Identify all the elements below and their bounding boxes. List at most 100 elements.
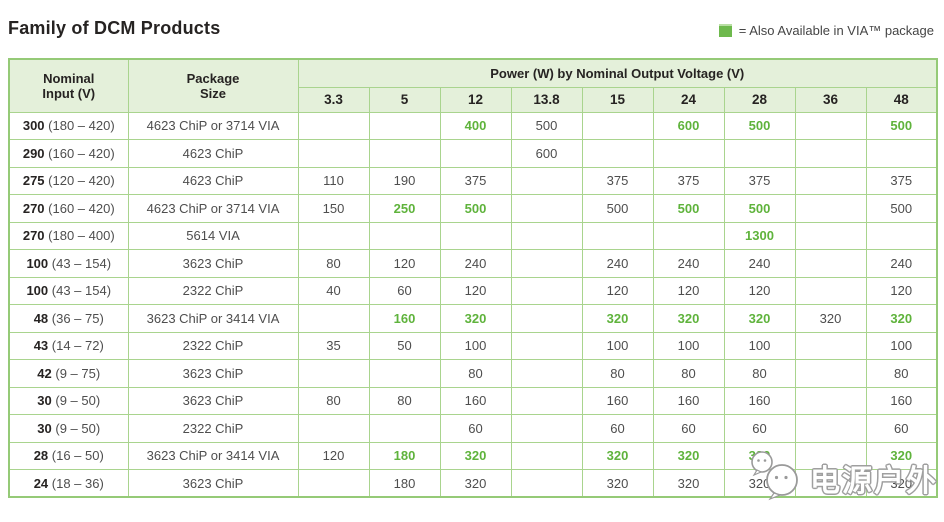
- power-value-cell: 320: [439, 469, 512, 498]
- power-value-cell: [510, 166, 583, 195]
- power-value-cell: [368, 139, 441, 168]
- power-value-cell: [865, 221, 938, 250]
- power-value-cell: [297, 414, 370, 443]
- power-value-cell: 180: [368, 469, 441, 498]
- nominal-input-cell: 100 (43 – 154): [8, 249, 129, 278]
- power-value-cell: 120: [297, 441, 370, 470]
- package-size-header-line2: Size: [199, 85, 226, 101]
- table-row: 30 (9 – 50) 3623 ChiP 80 80 160 160 160 160 160: [8, 386, 938, 415]
- power-value-cell: [297, 221, 370, 250]
- power-value-cell: 240: [581, 249, 654, 278]
- power-value-cell: 320: [723, 441, 796, 470]
- power-value-cell: [297, 359, 370, 388]
- power-value-cell: 120: [439, 276, 512, 305]
- power-value-cell: 120: [723, 276, 796, 305]
- power-value-cell: 100: [581, 331, 654, 360]
- power-value-cell: [510, 441, 583, 470]
- table-body: 300 (180 – 420) 4623 ChiP or 3714 VIA 400 5…: [8, 111, 938, 498]
- power-value-cell: [510, 359, 583, 388]
- power-value-cell: 80: [297, 386, 370, 415]
- power-value-cell: 100: [865, 331, 938, 360]
- table-row: 100 (43 – 154) 2322 ChiP 40 60 120 120 120 120 1…: [8, 276, 938, 305]
- package-size-cell: 3623 ChiP or 3414 VIA: [127, 304, 299, 333]
- power-value-cell: 320: [652, 469, 725, 498]
- power-value-cell: 375: [865, 166, 938, 195]
- power-value-cell: [794, 249, 867, 278]
- power-value-cell: 375: [723, 166, 796, 195]
- power-value-cell: 400: [439, 111, 512, 140]
- legend-label: = Also Available in VIA™ package: [738, 23, 934, 38]
- power-value-cell: 60: [368, 276, 441, 305]
- power-value-cell: 160: [723, 386, 796, 415]
- power-value-cell: 1300: [723, 221, 796, 250]
- nominal-input-cell: 30 (9 – 50): [8, 414, 129, 443]
- power-value-cell: [794, 359, 867, 388]
- table-row: 42 (9 – 75) 3623 ChiP 80 80 80 80 80: [8, 359, 938, 388]
- col-header-voltage-24: 24: [652, 86, 725, 113]
- power-value-cell: 80: [297, 249, 370, 278]
- table-row: 48 (36 – 75) 3623 ChiP or 3414 VIA 160 320 3…: [8, 304, 938, 333]
- power-value-cell: 160: [865, 386, 938, 415]
- power-value-cell: 500: [652, 194, 725, 223]
- power-value-cell: [510, 249, 583, 278]
- power-value-cell: 80: [368, 386, 441, 415]
- power-value-cell: 500: [439, 194, 512, 223]
- power-value-cell: 500: [510, 111, 583, 140]
- nominal-input-cell: 270 (160 – 420): [8, 194, 129, 223]
- power-value-cell: 240: [652, 249, 725, 278]
- power-value-cell: 240: [723, 249, 796, 278]
- power-value-cell: [865, 139, 938, 168]
- power-value-cell: 500: [865, 111, 938, 140]
- power-value-cell: 120: [368, 249, 441, 278]
- col-header-voltage-36: 36: [794, 86, 867, 113]
- power-value-cell: 160: [581, 386, 654, 415]
- table-row: 270 (160 – 420) 4623 ChiP or 3714 VIA 150 2…: [8, 194, 938, 223]
- power-value-cell: 320: [581, 304, 654, 333]
- power-value-cell: [794, 386, 867, 415]
- power-value-cell: 375: [439, 166, 512, 195]
- power-value-cell: 80: [723, 359, 796, 388]
- package-size-cell: 2322 ChiP: [127, 331, 299, 360]
- power-value-cell: 160: [652, 386, 725, 415]
- power-value-cell: [581, 111, 654, 140]
- power-value-cell: 250: [368, 194, 441, 223]
- page-title: Family of DCM Products: [8, 18, 221, 38]
- nominal-input-cell: 275 (120 – 420): [8, 166, 129, 195]
- power-value-cell: 375: [652, 166, 725, 195]
- power-value-cell: 40: [297, 276, 370, 305]
- col-header-package-size: Package Size: [127, 58, 299, 113]
- col-header-voltage-48: 48: [865, 86, 938, 113]
- power-value-cell: 80: [865, 359, 938, 388]
- power-value-cell: [794, 441, 867, 470]
- power-value-cell: [510, 386, 583, 415]
- via-package-legend: = Also Available in VIA™ package: [718, 23, 934, 38]
- package-size-cell: 4623 ChiP: [127, 139, 299, 168]
- power-value-cell: 320: [581, 469, 654, 498]
- table-row: 24 (18 – 36) 3623 ChiP 180 320 320 320 320 320: [8, 469, 938, 498]
- power-value-cell: 500: [581, 194, 654, 223]
- table-row: 290 (160 – 420) 4623 ChiP 600: [8, 139, 938, 168]
- power-value-cell: 60: [865, 414, 938, 443]
- power-value-cell: [510, 221, 583, 250]
- power-value-cell: [794, 221, 867, 250]
- page-header: Family of DCM Products = Also Available …: [0, 0, 944, 56]
- power-value-cell: 320: [652, 304, 725, 333]
- power-value-cell: 110: [297, 166, 370, 195]
- power-value-cell: [297, 304, 370, 333]
- power-value-cell: [581, 221, 654, 250]
- power-value-cell: 60: [581, 414, 654, 443]
- power-value-cell: 80: [581, 359, 654, 388]
- power-value-cell: [794, 276, 867, 305]
- col-header-voltage-12: 12: [439, 86, 512, 113]
- power-value-cell: 120: [652, 276, 725, 305]
- power-value-cell: [794, 469, 867, 498]
- package-size-cell: 4623 ChiP or 3714 VIA: [127, 111, 299, 140]
- package-size-cell: 3623 ChiP: [127, 249, 299, 278]
- power-value-cell: 375: [581, 166, 654, 195]
- col-header-voltage-15: 15: [581, 86, 654, 113]
- power-value-cell: 320: [723, 304, 796, 333]
- power-value-cell: 500: [723, 194, 796, 223]
- power-value-cell: [794, 331, 867, 360]
- nominal-input-cell: 30 (9 – 50): [8, 386, 129, 415]
- package-size-cell: 3623 ChiP: [127, 469, 299, 498]
